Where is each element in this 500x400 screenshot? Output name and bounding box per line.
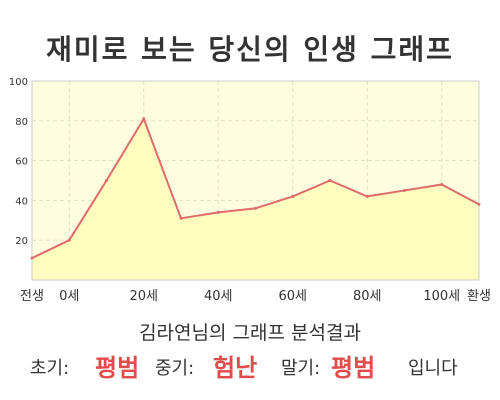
late-value: 평범	[331, 354, 376, 382]
data-point	[291, 194, 295, 198]
mid-value: 험난	[213, 354, 258, 382]
mid-label: 중기:	[155, 358, 195, 379]
x-tick-label: 환생	[467, 289, 491, 304]
y-tick-label: 80	[15, 117, 28, 128]
series-area	[32, 118, 479, 280]
y-tick-label: 60	[15, 157, 28, 168]
data-point	[365, 194, 369, 198]
data-point	[403, 188, 406, 192]
early-label: 초기:	[30, 358, 70, 379]
data-point	[67, 238, 71, 242]
chart-title: 재미로 보는 당신의 인생 그래프	[46, 33, 454, 66]
data-point	[30, 256, 34, 260]
y-tick-label: 40	[15, 196, 28, 207]
data-point	[105, 179, 108, 182]
data-point	[179, 216, 183, 220]
late-label: 말기:	[281, 358, 321, 379]
x-tick-label: 100세	[423, 289, 460, 304]
x-tick-label: 60세	[278, 289, 307, 304]
y-tick-label: 100	[9, 77, 28, 88]
y-tick-label: 20	[15, 236, 28, 247]
data-point	[440, 182, 444, 186]
early-value: 평범	[95, 354, 140, 382]
x-tick-label: 40세	[204, 289, 233, 304]
plot-border	[31, 80, 480, 281]
data-point	[254, 206, 257, 210]
x-tick-label: 80세	[353, 289, 382, 304]
data-point	[216, 210, 220, 214]
result-suffix: 입니다	[408, 358, 458, 379]
analysis-result: 초기: 평범 중기: 험난 말기: 평범 입니다	[0, 346, 500, 382]
data-point	[142, 117, 146, 121]
data-point	[477, 202, 481, 206]
data-point	[328, 179, 332, 182]
x-tick-label: 20세	[129, 289, 158, 304]
x-tick-label: 전생	[20, 289, 44, 304]
analysis-summary: 김라연님의 그래프 분석결과	[139, 322, 361, 344]
x-tick-label: 0세	[59, 289, 79, 304]
